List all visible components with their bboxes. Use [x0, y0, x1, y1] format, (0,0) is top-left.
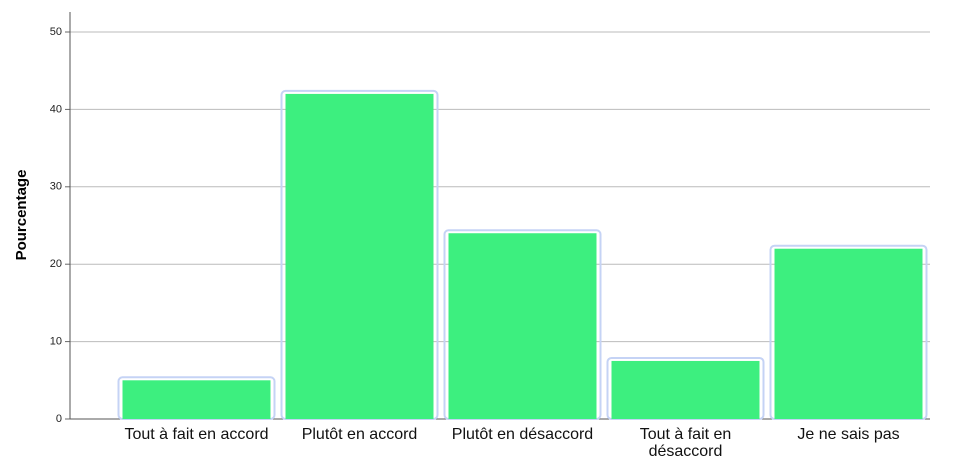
- bar: [774, 248, 923, 419]
- x-tick-label: Je ne sais pas: [797, 426, 900, 443]
- y-axis-label: Pourcentage: [13, 170, 30, 261]
- x-tick-label: Plutôt en accord: [301, 426, 418, 443]
- y-tick-label: 50: [50, 26, 62, 38]
- y-tick-label: 40: [50, 103, 62, 115]
- y-tick-label: 20: [50, 258, 62, 270]
- x-tick-label: Tout à fait en désaccord: [639, 426, 732, 460]
- x-tick-label: Tout à fait en accord: [124, 426, 269, 443]
- bar: [448, 233, 597, 419]
- y-tick-label: 10: [50, 336, 62, 348]
- x-tick-label: Plutôt en désaccord: [451, 426, 594, 443]
- bar: [122, 380, 271, 419]
- bar: [285, 93, 434, 420]
- bar: [611, 360, 760, 419]
- y-tick-label: 30: [50, 181, 62, 193]
- y-tick-label: 0: [56, 413, 62, 425]
